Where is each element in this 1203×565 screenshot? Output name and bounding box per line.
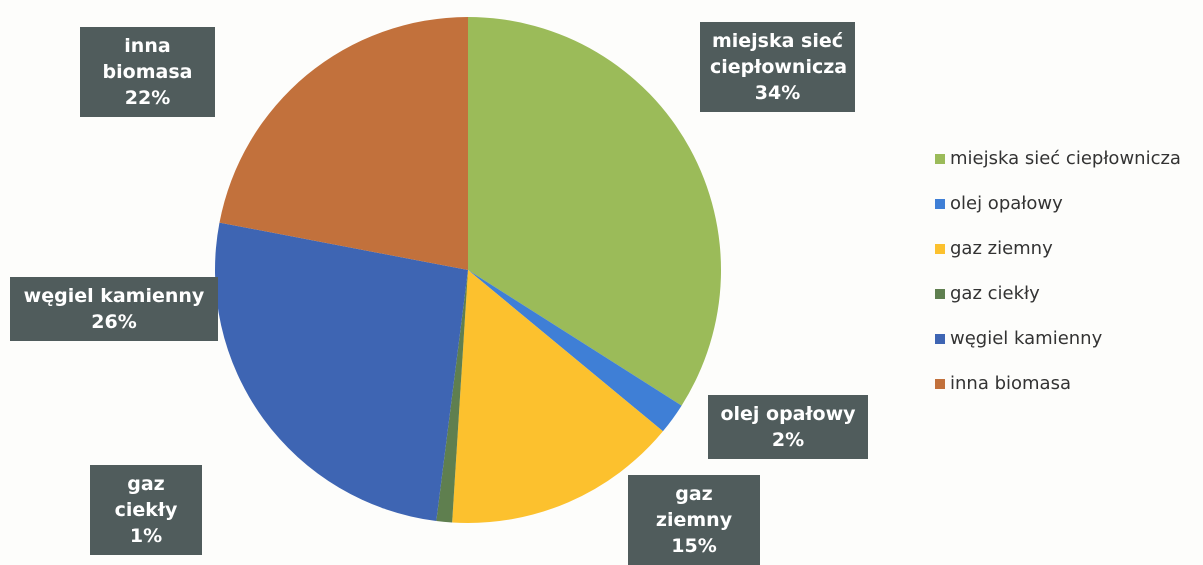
data-label-value: 1% [129,525,163,547]
data-label-name: inna biomasa [102,35,193,83]
data-label-name: miejska sieć ciepłownicza [710,30,848,78]
data-label: miejska sieć ciepłownicza 34% [700,22,855,112]
data-label-name: gaz ziemny [655,483,733,531]
legend-item: olej opałowy [935,193,1063,214]
legend-swatch [935,153,945,164]
legend-label: gaz ciekły [950,283,1040,304]
legend-label: węgiel kamienny [950,328,1103,349]
data-label-name: olej opałowy [720,403,856,425]
data-label: gaz ziemny 15% [628,475,760,565]
chart [214,17,721,523]
legend-label: olej opałowy [950,193,1063,214]
pie-slice [214,222,468,522]
data-label: węgiel kamienny 26% [10,277,218,341]
data-label: olej opałowy 2% [708,395,868,459]
legend-swatch [935,243,945,254]
legend-item: gaz ciekły [935,283,1040,304]
legend-swatch [935,198,945,209]
data-label-value: 34% [754,82,801,104]
data-label-name: węgiel kamienny [23,285,205,307]
data-label-value: 15% [671,535,717,557]
legend-label: miejska sieć ciepłownicza [950,148,1181,169]
data-label: gaz ciekły 1% [90,465,202,555]
legend-swatch [935,288,945,299]
page: (() => { const data = JSON.parse(documen… [10,17,1181,565]
data-label-value: 22% [124,87,171,109]
data-label-name: gaz ciekły [114,473,178,521]
legend-item: węgiel kamienny [935,328,1102,349]
data-label: inna biomasa 22% [80,27,215,117]
legend-label: gaz ziemny [950,238,1053,259]
pie-slice [436,270,468,523]
data-label-value: 2% [771,429,805,451]
pie-slice [468,270,682,432]
legend-item: inna biomasa [935,373,1071,394]
pie-slice [452,270,663,523]
legend-item: miejska sieć ciepłownicza [935,148,1181,169]
pie-slice [219,17,468,270]
legend-swatch [935,333,945,344]
legend-label: inna biomasa [950,373,1071,394]
pie-slice [468,17,721,406]
data-label-value: 26% [91,311,137,333]
legend-swatch [935,378,945,389]
legend-item: gaz ziemny [935,238,1053,259]
